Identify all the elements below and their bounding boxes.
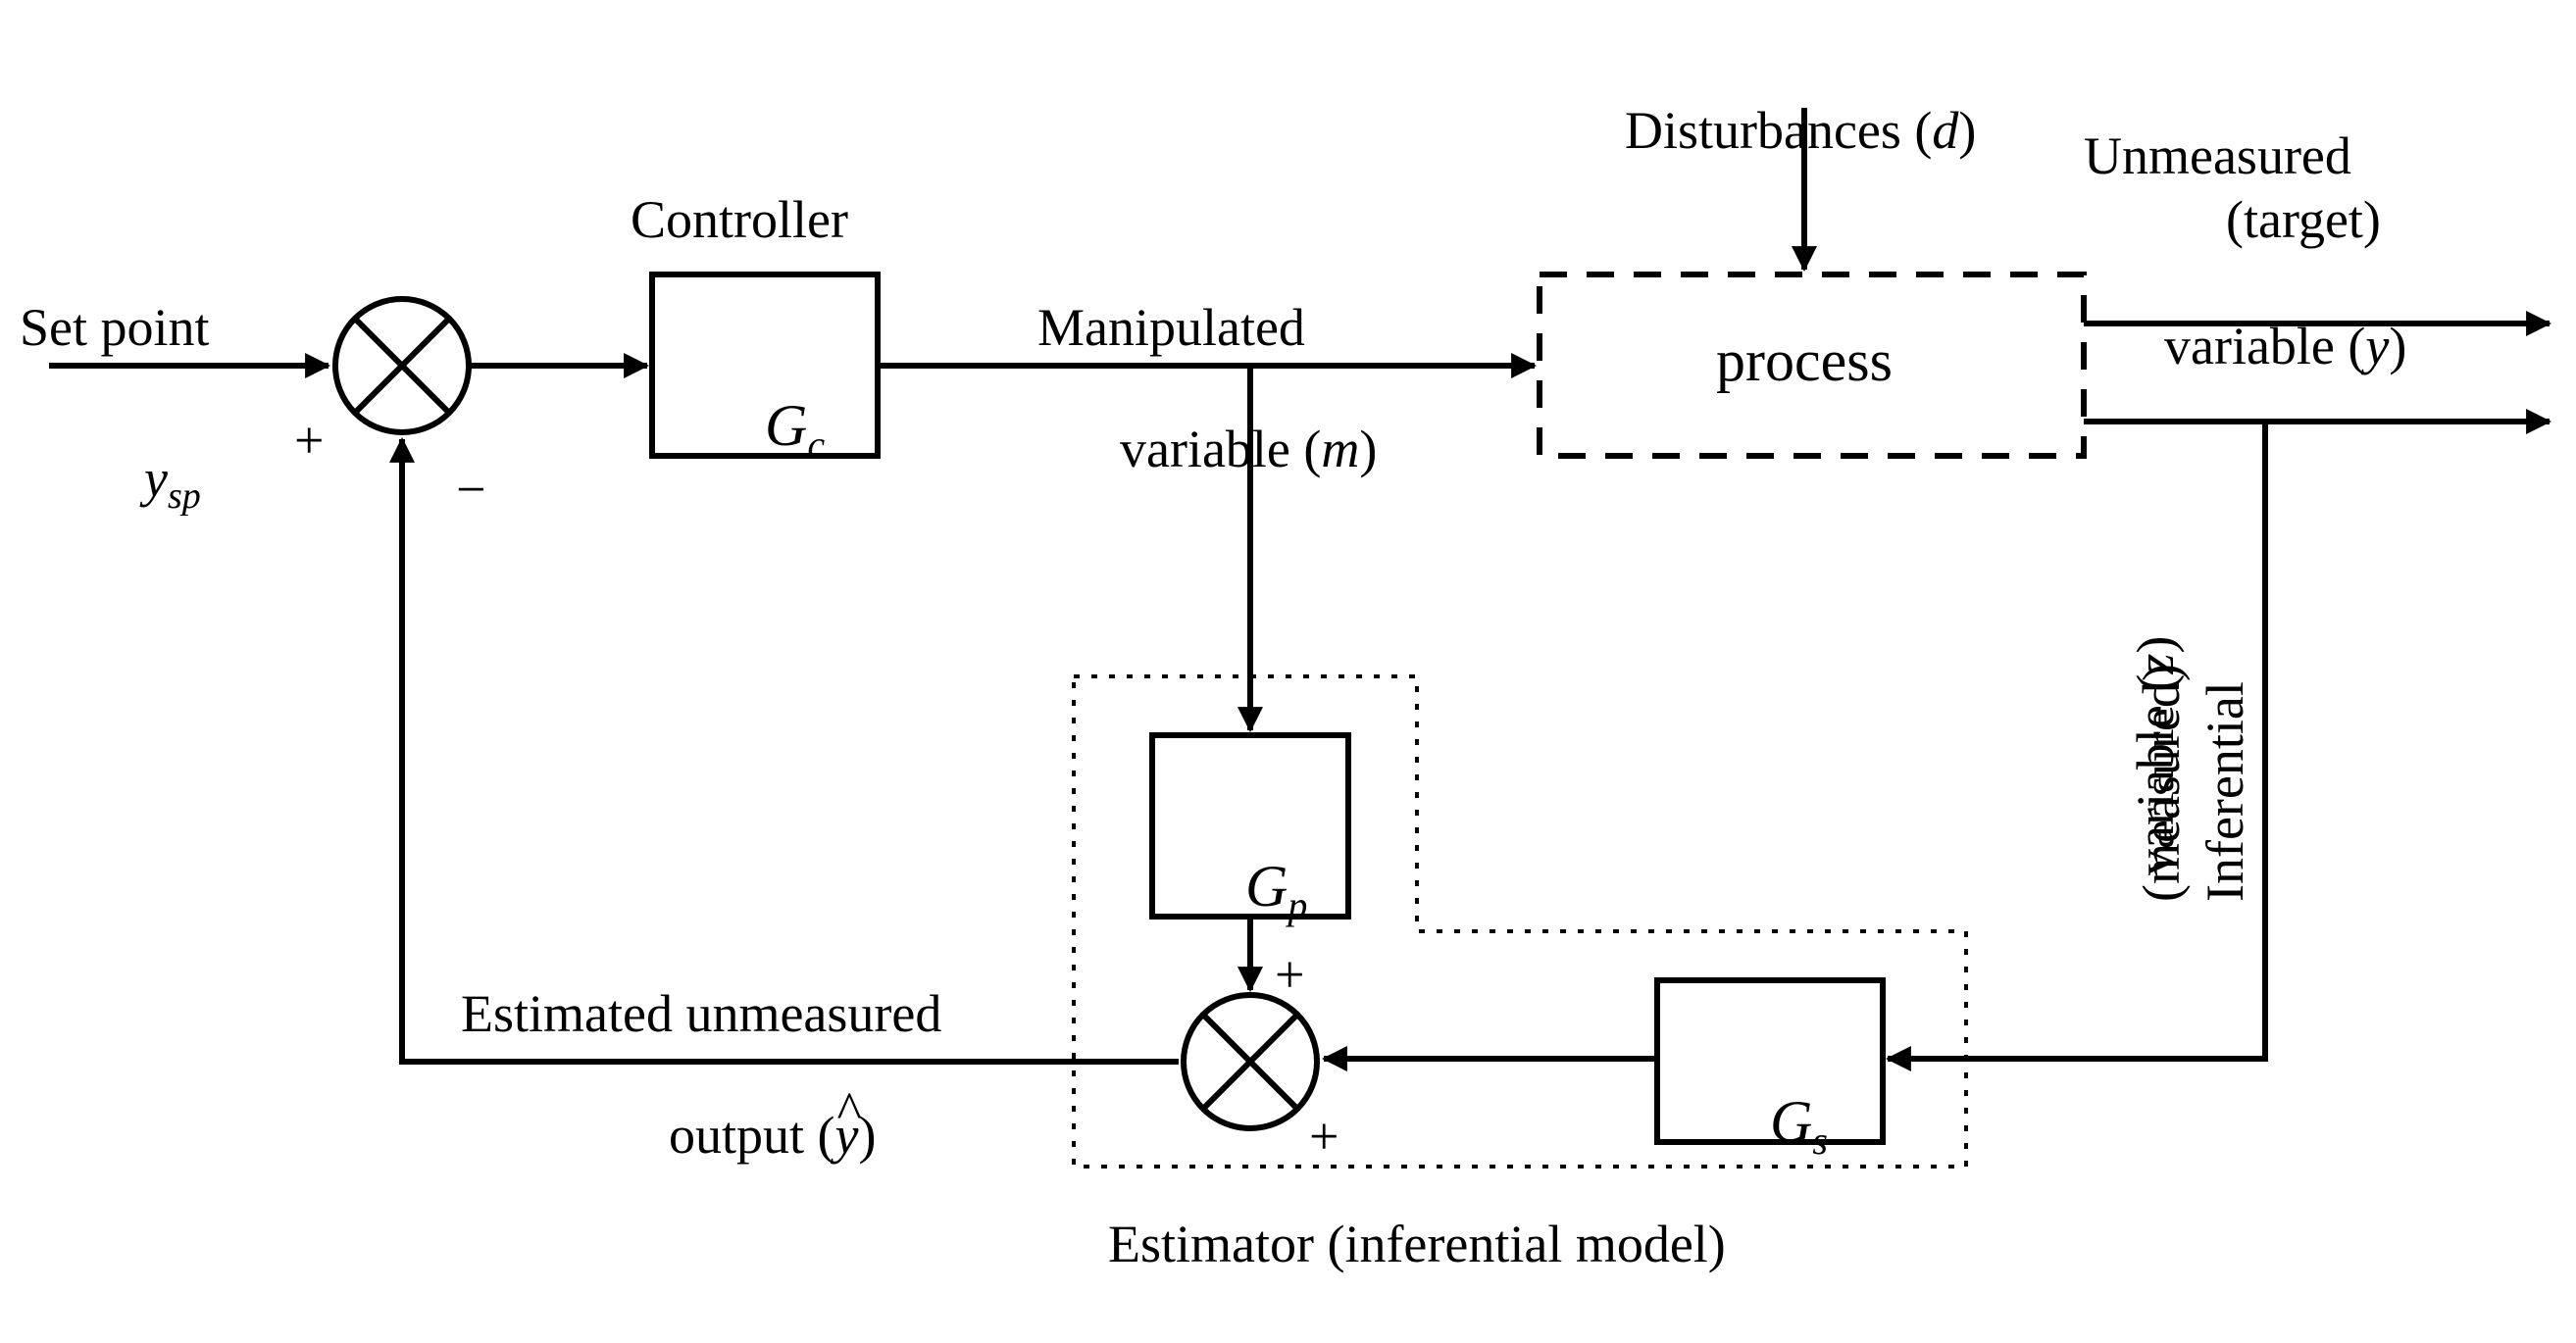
inferential-control-diagram: { "diagram": { "type": "flowchart", "bac…	[0, 0, 2576, 1343]
sign-s1-minus: −	[456, 461, 485, 519]
edge-e_s2_s1	[402, 439, 1179, 1062]
label-controller-title: Controller	[631, 191, 848, 249]
label-inferential-1: Inferential	[2197, 681, 2254, 902]
sign-s2-plus1: +	[1275, 946, 1304, 1004]
label-estimated-2: output (^y)	[642, 1049, 876, 1166]
block-gs-label: Gs	[1741, 1024, 1828, 1163]
label-estimator-box: Estimator (inferential model)	[1108, 1216, 1726, 1273]
label-unmeasured-2: (target)	[2226, 191, 2381, 249]
block-process-label: process	[1716, 328, 1893, 393]
label-unmeasured-3: variable (y)	[2138, 260, 2406, 376]
label-disturbances: Disturbances (d)	[1598, 44, 1976, 161]
label-inferential-3: variable (z)	[2069, 636, 2186, 902]
label-manipulated-2: variable (m)	[1093, 363, 1377, 479]
block-gp-label: Gp	[1216, 789, 1307, 927]
label-manipulated-1: Manipulated	[1037, 299, 1305, 357]
sign-s2-plus2: +	[1309, 1108, 1339, 1166]
label-ysp: ysp	[118, 392, 201, 518]
label-unmeasured-1: Unmeasured	[2084, 127, 2351, 185]
block-gc-label: Gc	[735, 328, 825, 467]
label-setpoint: Set point	[20, 299, 210, 357]
label-estimated-1: Estimated unmeasured	[461, 985, 941, 1043]
sign-s1-plus: +	[294, 412, 324, 470]
